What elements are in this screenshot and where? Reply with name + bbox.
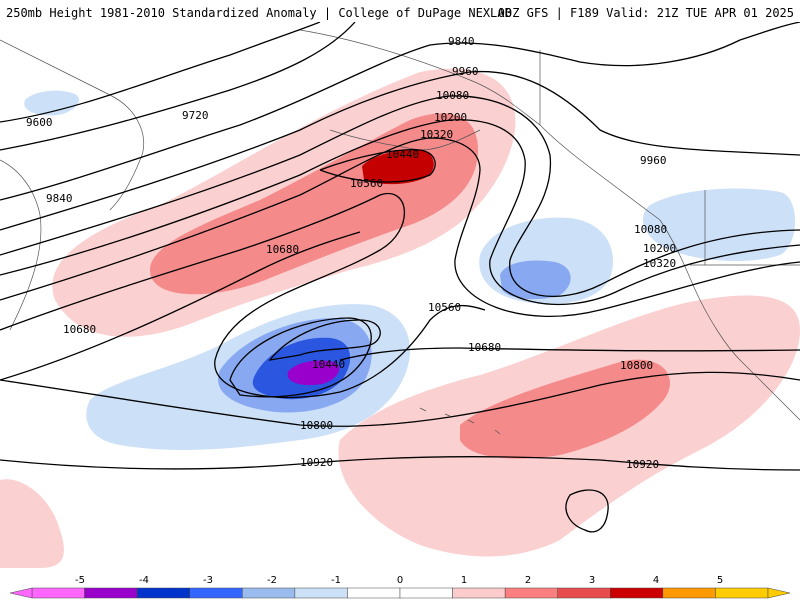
label-10320-n: 10320	[420, 128, 453, 141]
neg-anomaly-1d	[24, 90, 79, 116]
contour-10920	[0, 455, 800, 471]
neg-anomaly-1c	[642, 188, 795, 262]
label-10320-e: 10320	[643, 257, 676, 270]
label-10560-n: 10560	[350, 177, 383, 190]
colorbar-swatch	[399, 587, 453, 599]
neg-anomaly-2b	[500, 260, 571, 300]
colorbar-tick: -3	[203, 575, 213, 586]
contour-9720	[0, 22, 356, 151]
colorbar-tick: 0	[397, 575, 403, 586]
asia-coastline	[0, 39, 144, 331]
colorbar-tick: -1	[331, 575, 341, 586]
contour-labels: 9600 9720 9840 9840 9960 9960 10080 1008…	[26, 35, 676, 471]
colorbar-swatch	[347, 587, 401, 599]
contour-9600	[0, 22, 321, 123]
label-10920-c: 10920	[300, 456, 333, 469]
colorbar-tick: -4	[139, 575, 149, 586]
pos-anomaly-4	[362, 149, 434, 185]
model-run-info: 00Z GFS | F189 Valid: 21Z TUE APR 01 202…	[497, 6, 794, 20]
contour-10560	[0, 192, 486, 399]
label-9600: 9600	[26, 116, 53, 129]
contour-9840	[0, 22, 800, 201]
colorbar-min-arrow	[9, 587, 33, 599]
colorbar: -5 -4 -3 -2 -1 0 1 2 3 4 5	[9, 575, 791, 599]
label-10920-e: 10920	[626, 458, 659, 471]
contour-10560b	[268, 319, 381, 361]
colorbar-swatch	[84, 587, 138, 599]
label-10440-n: 10440	[386, 148, 419, 161]
label-10800-c: 10800	[300, 419, 333, 432]
label-10560-c: 10560	[428, 301, 461, 314]
colorbar-tick: 3	[589, 575, 595, 586]
colorbar-tick: -5	[75, 575, 85, 586]
label-10080-n: 10080	[436, 89, 469, 102]
map-title: 250mb Height 1981-2010 Standardized Anom…	[6, 6, 512, 20]
label-10680-c: 10680	[468, 341, 501, 354]
label-10680-n: 10680	[266, 243, 299, 256]
weather-map: 9600 9720 9840 9840 9960 9960 10080 1008…	[0, 22, 800, 568]
contour-10800	[0, 371, 800, 427]
contour-9960	[0, 70, 800, 231]
hawaii-islands	[419, 407, 501, 435]
label-9840-w: 9840	[46, 192, 73, 205]
colorbar-tick: 1	[461, 575, 467, 586]
contour-10080	[0, 95, 800, 297]
contour-10440-north	[319, 149, 436, 183]
colorbar-tick: 5	[717, 575, 723, 586]
positive-anomaly-shading	[0, 68, 800, 568]
negative-anomaly-shading	[24, 90, 795, 450]
colorbar-swatch	[610, 587, 664, 599]
colorbar-swatch	[715, 587, 769, 599]
label-10200-n: 10200	[434, 111, 467, 124]
label-10080-e: 10080	[634, 223, 667, 236]
contour-10320	[0, 137, 800, 317]
north-america-coastline	[539, 124, 800, 421]
label-10440-s: 10440	[312, 358, 345, 371]
colorbar-swatch	[136, 587, 190, 599]
colorbar-swatch	[189, 587, 243, 599]
canada-border	[539, 50, 800, 266]
coastlines	[0, 29, 800, 435]
colorbar-swatch	[557, 587, 611, 599]
colorbar-swatch	[31, 587, 85, 599]
colorbar-swatch	[242, 587, 296, 599]
colorbar-tick: -2	[267, 575, 277, 586]
colorbar-swatch	[294, 587, 348, 599]
label-9840-n: 9840	[448, 35, 475, 48]
label-9960-e: 9960	[640, 154, 667, 167]
colorbar-max-arrow	[767, 587, 791, 599]
label-10200-e: 10200	[643, 242, 676, 255]
contour-10440-south	[229, 317, 372, 398]
contour-10200	[0, 119, 800, 306]
contour-10680	[0, 231, 800, 381]
contour-10920-closed	[565, 489, 609, 533]
height-contours	[0, 22, 800, 533]
label-10680-w: 10680	[63, 323, 96, 336]
label-9720: 9720	[182, 109, 209, 122]
neg-anomaly-5	[287, 360, 340, 386]
pos-anomaly-1c	[0, 479, 64, 568]
colorbar-swatch	[452, 587, 506, 599]
colorbar-tick-labels: -5 -4 -3 -2 -1 0 1 2 3 4 5	[75, 575, 723, 586]
colorbar-swatch	[504, 587, 558, 599]
colorbar-tick: 4	[653, 575, 659, 586]
colorbar-tick: 2	[525, 575, 531, 586]
label-9960-n: 9960	[452, 65, 479, 78]
colorbar-swatch	[662, 587, 716, 599]
pos-anomaly-2b	[460, 359, 670, 459]
label-10800-e: 10800	[620, 359, 653, 372]
colorbar-swatches	[9, 587, 791, 599]
